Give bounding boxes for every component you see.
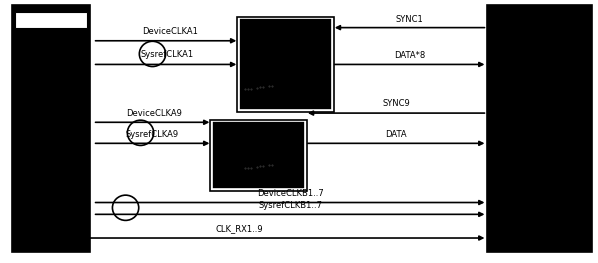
Text: SysrefCLKA9: SysrefCLKA9 xyxy=(126,130,179,139)
Bar xyxy=(239,18,332,110)
Bar xyxy=(237,17,334,112)
Text: DATA: DATA xyxy=(385,130,407,139)
Text: SysrefCLKA1: SysrefCLKA1 xyxy=(141,50,194,59)
Text: SYNC9: SYNC9 xyxy=(382,99,410,108)
Ellipse shape xyxy=(139,41,166,67)
Text: SysrefCLKB1..7: SysrefCLKB1..7 xyxy=(258,201,322,210)
Text: DATA*8: DATA*8 xyxy=(394,51,425,60)
Bar xyxy=(15,12,87,28)
Ellipse shape xyxy=(112,195,139,220)
Text: DeviceCLKB1..7: DeviceCLKB1..7 xyxy=(257,189,324,198)
Bar xyxy=(212,121,305,189)
Bar xyxy=(487,5,592,252)
Text: DeviceCLKA1: DeviceCLKA1 xyxy=(142,27,199,36)
Bar xyxy=(210,120,307,191)
Text: DeviceCLKA9: DeviceCLKA9 xyxy=(126,109,182,118)
Text: SYNC1: SYNC1 xyxy=(396,15,423,24)
Ellipse shape xyxy=(127,120,154,145)
Text: CLK_RX1..9: CLK_RX1..9 xyxy=(215,224,263,233)
Bar xyxy=(12,5,90,252)
